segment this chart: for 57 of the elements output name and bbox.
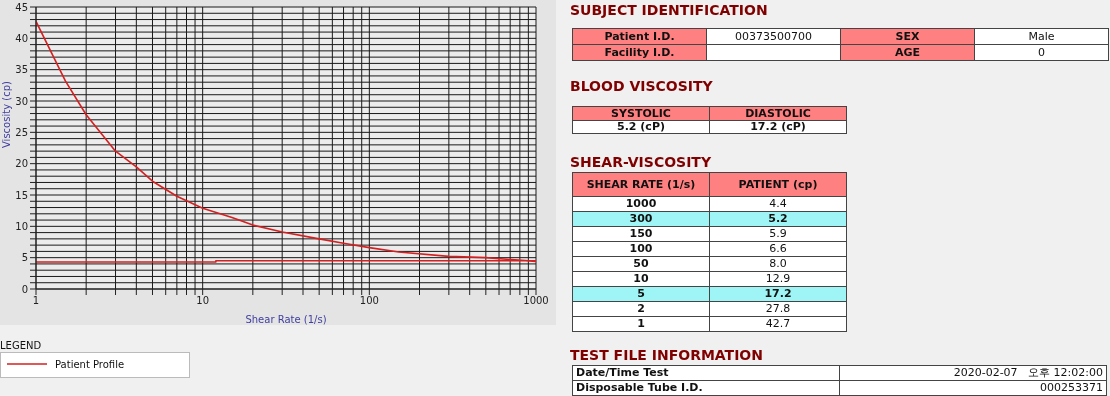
text: 000253371: [839, 380, 1107, 396]
text: 5.2 (cP): [572, 120, 710, 134]
text: SEX: [840, 28, 975, 45]
text: 10: [572, 271, 710, 287]
text: 2020-02-07 오후 12:02:00: [839, 365, 1107, 381]
x-tick-label: 10: [196, 295, 210, 307]
legend-label: Patient Profile: [55, 358, 125, 370]
text: 17.2: [709, 286, 847, 302]
legend-title: LEGEND: [0, 340, 43, 352]
y-tick-label: 25: [15, 126, 28, 138]
x-tick-label: 1000: [523, 295, 549, 307]
text: PATIENT (cp): [709, 172, 847, 197]
text: Disposable Tube I.D.: [572, 380, 840, 396]
y-tick-label: 20: [15, 158, 28, 170]
text: SHEAR RATE (1/s): [572, 172, 710, 197]
text: 300: [572, 211, 710, 227]
text: BLOOD VISCOSITY: [570, 77, 714, 96]
text: 5: [572, 286, 710, 302]
y-tick-label: 0: [21, 283, 28, 295]
x-tick-label: 1: [32, 295, 40, 307]
text: AGE: [840, 44, 975, 61]
text: DIASTOLIC: [709, 106, 847, 121]
text: 5.9: [709, 226, 847, 242]
text: 1: [572, 316, 710, 332]
text: 50: [572, 256, 710, 272]
text: 2: [572, 301, 710, 317]
text: Facility I.D.: [572, 44, 707, 61]
text: Date/Time Test: [572, 365, 840, 381]
text: 1000: [572, 196, 710, 212]
y-tick-label: 30: [15, 95, 28, 107]
text: Patient I.D.: [572, 28, 707, 45]
text: SYSTOLIC: [572, 106, 710, 121]
text: 8.0: [709, 256, 847, 272]
y-tick-label: 45: [15, 1, 28, 13]
y-tick-label: 5: [21, 252, 28, 264]
text: 5.2: [709, 211, 847, 227]
text: 4.4: [709, 196, 847, 212]
text: 00373500700: [706, 28, 841, 45]
text: 42.7: [709, 316, 847, 332]
text: 0: [974, 44, 1109, 61]
y-tick-label: 15: [15, 189, 28, 201]
text: 27.8: [709, 301, 847, 317]
text: TEST FILE INFORMATION: [570, 346, 764, 365]
text: 17.2 (cP): [709, 120, 847, 134]
y-tick-label: 40: [15, 32, 28, 44]
text: 150: [572, 226, 710, 242]
text: 6.6: [709, 241, 847, 257]
text: SUBJECT IDENTIFICATION: [570, 1, 769, 20]
y-tick-label: 10: [15, 220, 28, 232]
text: SHEAR-VISCOSITY: [570, 153, 713, 172]
text: 12.9: [709, 271, 847, 287]
text: Male: [974, 28, 1109, 45]
y-axis-title: Viscosity (cp): [0, 81, 12, 148]
x-axis-title: Shear Rate (1/s): [245, 314, 327, 325]
text: 100: [572, 241, 710, 257]
y-tick-label: 35: [15, 64, 28, 76]
x-tick-label: 100: [359, 295, 379, 307]
